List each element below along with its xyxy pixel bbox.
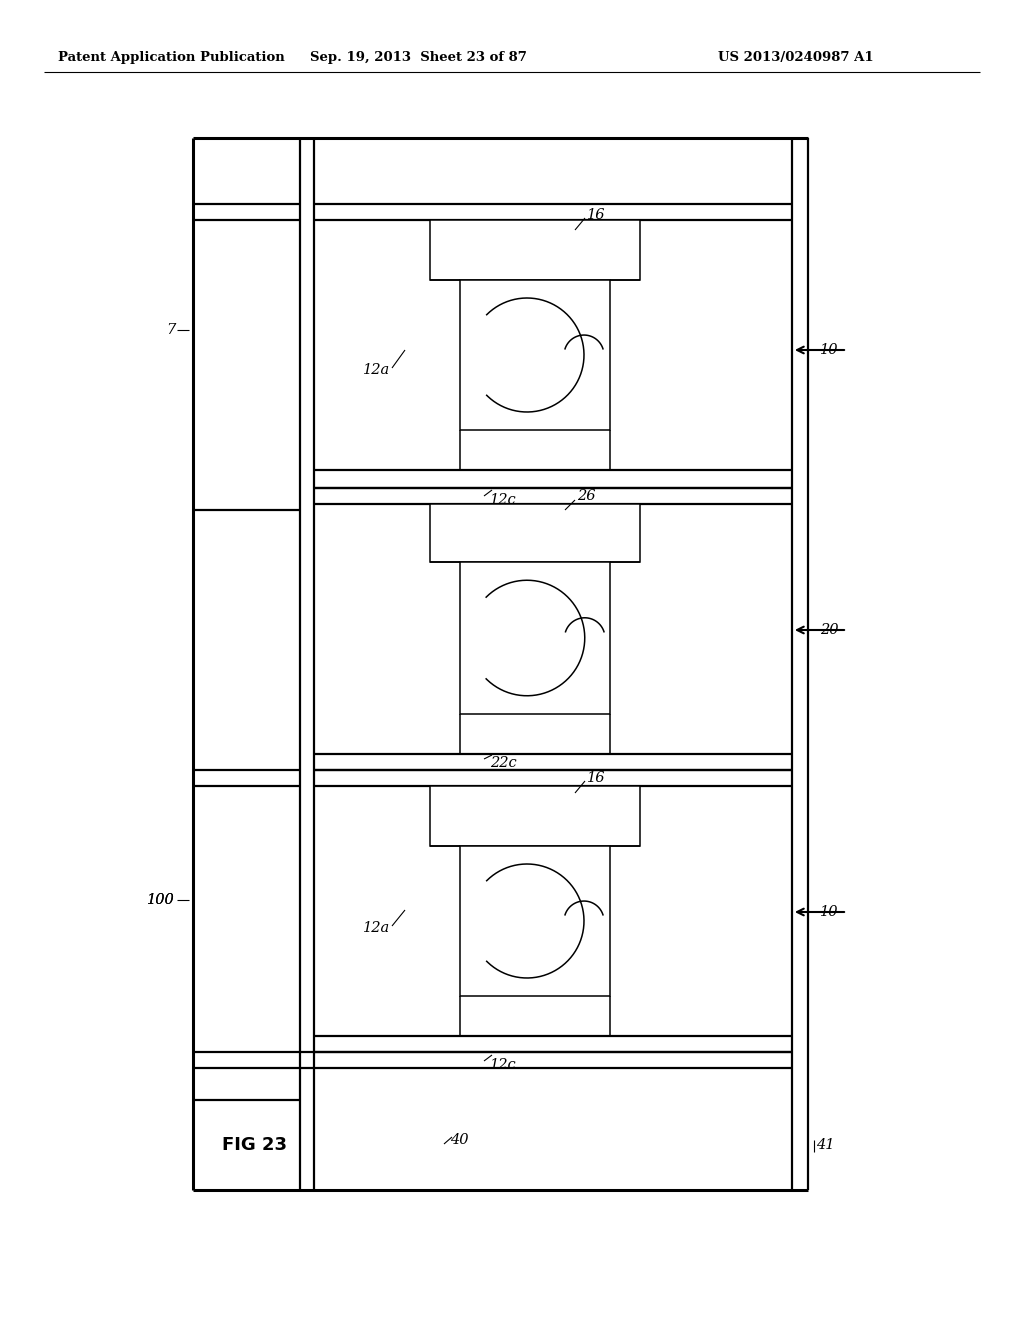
Text: 7: 7 — [166, 323, 175, 337]
Text: 12a: 12a — [362, 363, 390, 378]
Text: 22c: 22c — [490, 756, 517, 770]
Bar — [430, 220, 640, 280]
Text: 12c: 12c — [490, 1059, 517, 1072]
Text: Sep. 19, 2013  Sheet 23 of 87: Sep. 19, 2013 Sheet 23 of 87 — [309, 50, 526, 63]
Text: 20: 20 — [820, 623, 839, 638]
Text: FIG 23: FIG 23 — [222, 1137, 287, 1154]
Bar — [430, 504, 640, 562]
Bar — [460, 280, 610, 430]
Text: US 2013/0240987 A1: US 2013/0240987 A1 — [718, 50, 873, 63]
Text: 10: 10 — [820, 343, 839, 356]
Text: 40: 40 — [450, 1133, 469, 1147]
Bar — [460, 562, 610, 714]
Text: 26: 26 — [577, 488, 596, 503]
Text: Patent Application Publication: Patent Application Publication — [58, 50, 285, 63]
Text: 12a: 12a — [362, 921, 390, 935]
Text: 16: 16 — [587, 771, 605, 785]
Text: 41: 41 — [816, 1138, 835, 1152]
Bar — [460, 846, 610, 997]
Text: 12c: 12c — [490, 492, 517, 507]
Text: 16: 16 — [587, 209, 605, 222]
Text: 100: 100 — [147, 894, 175, 907]
Text: 100: 100 — [147, 894, 175, 907]
Text: 10: 10 — [820, 906, 839, 919]
Bar — [430, 785, 640, 846]
